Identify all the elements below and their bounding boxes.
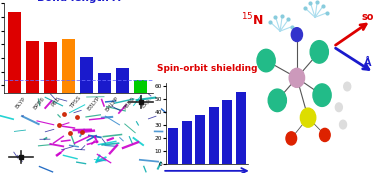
Text: Spin-orbit shielding: Spin-orbit shielding [157,64,257,73]
Text: Å: Å [364,58,372,68]
Bar [80,57,93,173]
Bar [44,42,57,173]
Bar [98,73,111,173]
Circle shape [310,41,328,63]
Bar [134,80,147,173]
Circle shape [289,68,305,87]
Bar [168,128,178,164]
Title: Bond length Å: Bond length Å [37,0,120,3]
Bar [62,39,75,173]
Bar [8,12,21,173]
Bar [26,40,39,173]
Text: so: so [361,12,373,22]
Text: $^{15}$N: $^{15}$N [241,12,264,29]
Circle shape [286,132,297,145]
Bar [222,100,232,164]
Circle shape [313,84,331,106]
Circle shape [268,89,287,112]
Circle shape [301,108,316,127]
Circle shape [344,82,351,91]
Bar [236,92,246,164]
Circle shape [339,120,347,129]
Bar [195,115,205,164]
Circle shape [335,103,342,112]
Circle shape [319,128,330,142]
Circle shape [257,49,275,72]
Bar [182,121,192,164]
Circle shape [291,28,302,42]
Bar [209,107,218,164]
Bar [116,68,129,173]
